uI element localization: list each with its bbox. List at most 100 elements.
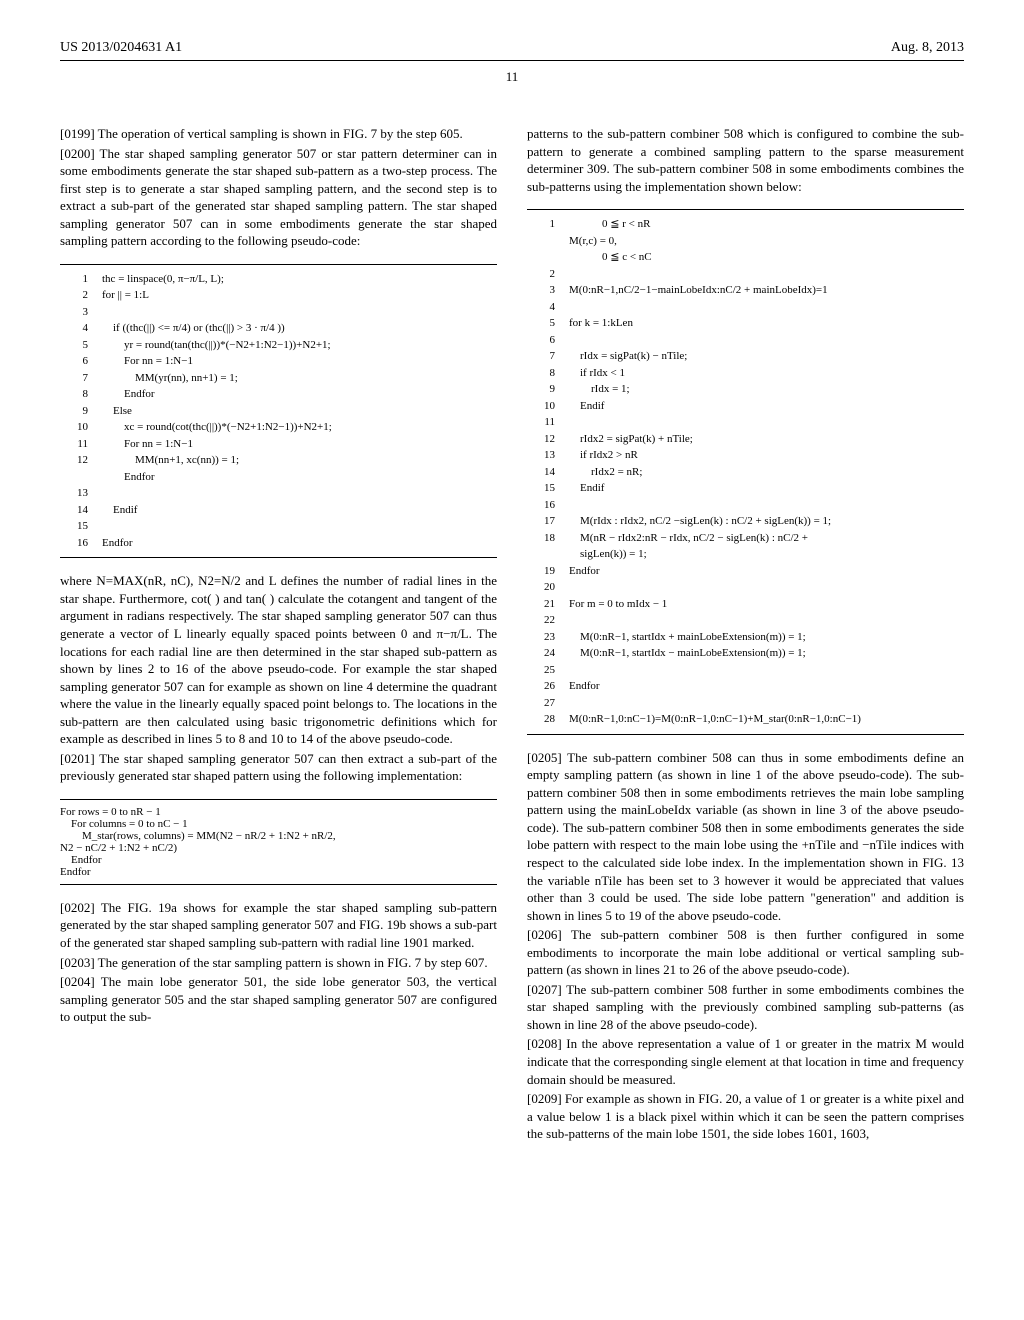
code-line-text: M(0:nR−1,0:nC−1)=M(0:nR−1,0:nC−1)+M_star… [569, 711, 964, 728]
publication-date: Aug. 8, 2013 [891, 40, 964, 56]
pseudocode-block-1: 1thc = linspace(0, π−π/L, L);2for || = 1… [60, 264, 497, 559]
code-line-number: 6 [60, 353, 102, 370]
code-line-number: 1 [60, 271, 102, 288]
code-line: 22 [527, 612, 964, 629]
code-line: 2for || = 1:L [60, 287, 497, 304]
code-line: 11 For nn = 1:N−1 [60, 436, 497, 453]
code-line-number: 14 [60, 502, 102, 519]
code-line-text: if ((thc(||) <= π/4) or (thc(||) > 3 · π… [102, 320, 497, 337]
code-line: 10 Endif [527, 398, 964, 415]
code-line: 1 0 ≦ r < nR [527, 216, 964, 233]
code-line: 26Endfor [527, 678, 964, 695]
code-line-number [527, 249, 569, 266]
code-line-number: 27 [527, 695, 569, 712]
code-line-number [527, 233, 569, 250]
code-line-number: 11 [527, 414, 569, 431]
code-line-text: Endfor [569, 563, 964, 580]
code-line: 21For m = 0 to mIdx − 1 [527, 596, 964, 613]
code-line: 9 Else [60, 403, 497, 420]
paragraph-0199: [0199] The operation of vertical samplin… [60, 125, 497, 143]
code-line-text: xc = round(cot(thc(||))*(−N2+1:N2−1))+N2… [102, 419, 497, 436]
code-line-text: Endif [569, 480, 964, 497]
code-line-text: M(r,c) = 0, [569, 233, 964, 250]
code-line-text [569, 414, 964, 431]
code-line-number: 10 [527, 398, 569, 415]
code-line-number: 22 [527, 612, 569, 629]
code-line-number: 13 [60, 485, 102, 502]
code-line: 9 rIdx = 1; [527, 381, 964, 398]
code-line-number: 15 [527, 480, 569, 497]
paragraph-0200b: where N=MAX(nR, nC), N2=N/2 and L define… [60, 572, 497, 747]
code-line-number: 17 [527, 513, 569, 530]
code-line-number: 23 [527, 629, 569, 646]
code-line-number: 4 [60, 320, 102, 337]
code-line: 7 rIdx = sigPat(k) − nTile; [527, 348, 964, 365]
code-line: 14 Endif [60, 502, 497, 519]
code-line-number: 3 [60, 304, 102, 321]
code-line-text: M(0:nR−1, startIdx + mainLobeExtension(m… [569, 629, 964, 646]
code-line-text [102, 485, 497, 502]
code-line: 8 Endfor [60, 386, 497, 403]
code-line-text [569, 579, 964, 596]
code-line-text: 0 ≦ r < nR [569, 216, 964, 233]
code-line: 16Endfor [60, 535, 497, 552]
code-line-text [569, 695, 964, 712]
code-line-number: 5 [60, 337, 102, 354]
pseudocode-block-2: For rows = 0 to nR − 1 For columns = 0 t… [60, 799, 497, 885]
code-line: 0 ≦ c < nC [527, 249, 964, 266]
code-line-number: 21 [527, 596, 569, 613]
code-line: 23 M(0:nR−1, startIdx + mainLobeExtensio… [527, 629, 964, 646]
code-line-number: 6 [527, 332, 569, 349]
code-line-text [102, 304, 497, 321]
code-line-text: rIdx2 = nR; [569, 464, 964, 481]
paragraph-continuation: patterns to the sub-pattern combiner 508… [527, 125, 964, 195]
code-line-text: if rIdx2 > nR [569, 447, 964, 464]
code-line-number: 15 [60, 518, 102, 535]
code-line-number: 3 [527, 282, 569, 299]
code-line-number [527, 546, 569, 563]
code-line-text: if rIdx < 1 [569, 365, 964, 382]
code-line: 4 if ((thc(||) <= π/4) or (thc(||) > 3 ·… [60, 320, 497, 337]
code-line: 16 [527, 497, 964, 514]
code-line: 1thc = linspace(0, π−π/L, L); [60, 271, 497, 288]
code-line-text [569, 299, 964, 316]
code-line-text: Endfor [102, 469, 497, 486]
code-line: 20 [527, 579, 964, 596]
code-line: 12 rIdx2 = sigPat(k) + nTile; [527, 431, 964, 448]
code-line-number: 4 [527, 299, 569, 316]
code-line-number: 12 [527, 431, 569, 448]
code-line-number: 9 [60, 403, 102, 420]
paragraph-0203: [0203] The generation of the star sampli… [60, 954, 497, 972]
code-line: 24 M(0:nR−1, startIdx − mainLobeExtensio… [527, 645, 964, 662]
code-line-number: 25 [527, 662, 569, 679]
code-line: 7 MM(yr(nn), nn+1) = 1; [60, 370, 497, 387]
paragraph-0200: [0200] The star shaped sampling generato… [60, 145, 497, 250]
code-line: 13 [60, 485, 497, 502]
code-line-text [102, 518, 497, 535]
code-line: 10 xc = round(cot(thc(||))*(−N2+1:N2−1))… [60, 419, 497, 436]
code-line-number: 18 [527, 530, 569, 547]
code-line-text [569, 612, 964, 629]
paragraph-0205: [0205] The sub-pattern combiner 508 can … [527, 749, 964, 924]
code-line-number: 16 [60, 535, 102, 552]
code-line: 27 [527, 695, 964, 712]
code-line-text: MM(nn+1, xc(nn)) = 1; [102, 452, 497, 469]
code-line-text: For nn = 1:N−1 [102, 353, 497, 370]
paragraph-0204: [0204] The main lobe generator 501, the … [60, 973, 497, 1026]
code-line-number: 8 [60, 386, 102, 403]
code-line: 8 if rIdx < 1 [527, 365, 964, 382]
code-line-text: Endfor [569, 678, 964, 695]
patent-number: US 2013/0204631 A1 [60, 40, 182, 56]
code-line-text: M(rIdx : rIdx2, nC/2 −sigLen(k) : nC/2 +… [569, 513, 964, 530]
code-line-text: for || = 1:L [102, 287, 497, 304]
code-line-text: Else [102, 403, 497, 420]
code-line: 15 Endif [527, 480, 964, 497]
left-column: [0199] The operation of vertical samplin… [60, 125, 497, 1145]
code-line: 2 [527, 266, 964, 283]
pseudocode-block-3: 1 0 ≦ r < nRM(r,c) = 0, 0 ≦ c < nC23M(0:… [527, 209, 964, 735]
code-line: 15 [60, 518, 497, 535]
code-line: 17 M(rIdx : rIdx2, nC/2 −sigLen(k) : nC/… [527, 513, 964, 530]
code-line-number: 13 [527, 447, 569, 464]
code-line-text: rIdx = 1; [569, 381, 964, 398]
code-line-text: rIdx = sigPat(k) − nTile; [569, 348, 964, 365]
